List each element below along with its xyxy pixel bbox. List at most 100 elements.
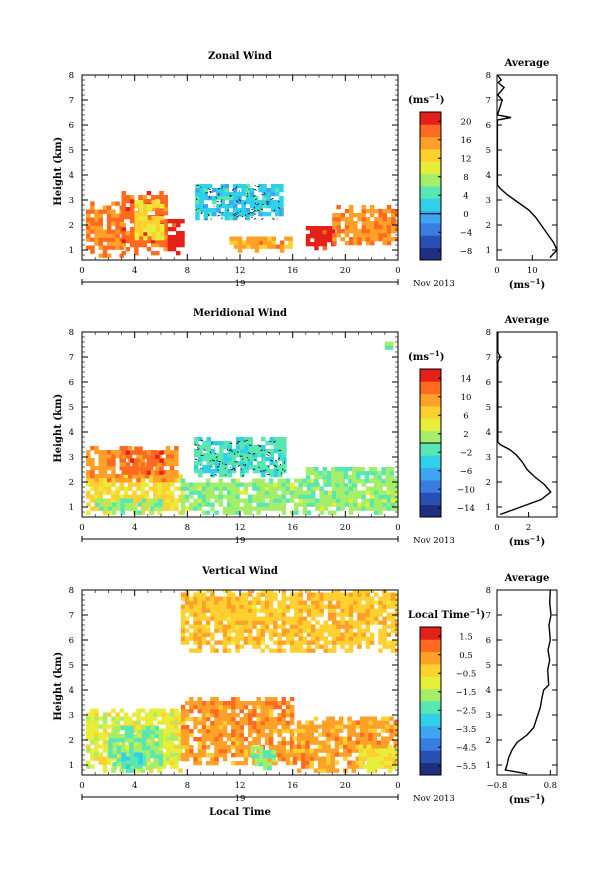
heatmap-cell — [250, 750, 255, 755]
heatmap-cell — [336, 213, 341, 218]
heatmap-cell — [94, 724, 99, 729]
heatmap-cell — [270, 208, 276, 213]
heatmap-cell — [258, 746, 264, 751]
heatmap-cell — [224, 204, 230, 209]
heatmap-cell — [235, 506, 240, 511]
heatmap-cell — [201, 612, 207, 617]
heatmap-cell — [231, 701, 236, 706]
heatmap-cell — [389, 716, 394, 721]
heatmap-cell — [138, 216, 144, 221]
heatmap-cell — [178, 768, 183, 773]
heatmap-cell — [264, 624, 270, 629]
heatmap-cell — [197, 592, 203, 597]
heatmap-cell — [214, 600, 219, 605]
heatmap-cell — [260, 624, 265, 629]
heatmap-cell — [86, 454, 91, 459]
heatmap-cell — [193, 648, 198, 653]
heatmap-cell — [268, 725, 274, 730]
heatmap-cell — [195, 208, 200, 213]
contour-line — [203, 205, 205, 208]
heatmap-cell — [326, 230, 332, 235]
heatmap-cell — [344, 502, 350, 507]
heatmap-cell — [134, 764, 139, 769]
heatmap-cell — [241, 212, 246, 217]
y-tick-label: 5 — [69, 403, 74, 413]
heatmap-cell — [336, 604, 341, 609]
heatmap-cell — [90, 470, 95, 475]
heatmap-cell — [264, 490, 270, 495]
heatmap-cell — [340, 229, 346, 234]
heatmap-cell — [281, 590, 286, 593]
heatmap-cell — [165, 454, 171, 459]
heatmap-cell — [326, 479, 332, 484]
heatmap-cell — [86, 229, 91, 234]
heatmap-cell — [273, 725, 278, 730]
heatmap-cell — [336, 612, 341, 617]
heatmap-cell — [94, 466, 99, 471]
heatmap-cell — [275, 184, 280, 189]
heatmap-cell — [247, 745, 253, 750]
heatmap-cell — [326, 736, 331, 741]
heatmap-cell — [252, 616, 257, 621]
heatmap-cell — [231, 490, 236, 495]
heatmap-cell — [351, 720, 356, 725]
heatmap-cell — [389, 467, 395, 472]
heatmap-cell — [141, 742, 147, 747]
heatmap-cell — [158, 734, 164, 739]
heatmap-cell — [197, 644, 203, 649]
side-y-tick-label: 3 — [486, 711, 491, 721]
heatmap-cell — [98, 237, 103, 242]
heatmap-cell — [214, 701, 219, 706]
heatmap-cell — [254, 762, 260, 767]
heatmap-cell — [326, 716, 331, 721]
heatmap-cell — [235, 745, 240, 750]
heatmap-cell — [108, 738, 113, 743]
heatmap-cell — [193, 628, 198, 633]
heatmap-cell — [285, 620, 291, 625]
heatmap-cell — [189, 482, 194, 487]
heatmap-cell — [165, 752, 171, 757]
heatmap-cell — [383, 748, 389, 753]
heatmap-cell — [254, 236, 260, 241]
heatmap-cell — [150, 750, 155, 755]
heatmap-cell — [294, 600, 299, 605]
heatmap-cell — [395, 596, 398, 601]
heatmap-cell — [284, 244, 289, 249]
heatmap-cell — [391, 221, 396, 226]
heatmap-cell — [315, 502, 320, 507]
heatmap-cell — [264, 721, 270, 726]
heatmap-cell — [344, 498, 350, 503]
heatmap-cell — [102, 740, 108, 745]
heatmap-cell — [386, 592, 392, 597]
heatmap-cell — [343, 471, 349, 476]
contour-line — [247, 213, 251, 215]
heatmap-cell — [148, 716, 154, 721]
heatmap-cell — [256, 510, 261, 515]
heatmap-cell — [302, 502, 308, 507]
heatmap-cell — [144, 482, 150, 487]
heatmap-cell — [148, 474, 154, 479]
contour-line — [194, 443, 197, 447]
heatmap-cell — [210, 592, 215, 597]
heatmap-cell — [250, 240, 255, 245]
heatmap-cell — [193, 449, 199, 454]
contour-line — [200, 186, 202, 188]
contour-line — [217, 187, 221, 190]
heatmap-cell — [210, 729, 215, 734]
heatmap-cell — [247, 725, 253, 730]
heatmap-cell — [128, 506, 134, 511]
heatmap-cell — [169, 506, 175, 511]
heatmap-cell — [252, 457, 258, 462]
heatmap-cell — [197, 620, 203, 625]
side-x-tick-label: 10 — [527, 266, 538, 276]
heatmap-cell — [108, 754, 113, 759]
heatmap-cell — [90, 217, 95, 222]
heatmap-cell — [395, 620, 398, 625]
heatmap-cell — [339, 471, 344, 476]
heatmap-cell — [282, 441, 287, 446]
heatmap-cell — [163, 235, 168, 240]
heatmap-cell — [390, 482, 396, 487]
heatmap-cell — [357, 612, 362, 617]
heatmap-cell — [184, 482, 190, 487]
heatmap-cell — [355, 736, 361, 741]
